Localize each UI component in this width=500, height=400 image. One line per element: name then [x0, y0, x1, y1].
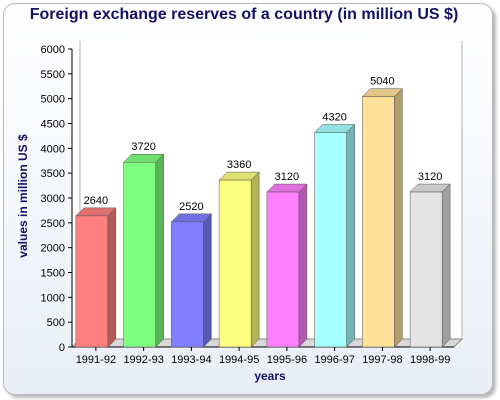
y-tick-label: 4000: [41, 143, 65, 155]
y-tick-label: 3500: [41, 168, 65, 180]
y-tick-label: 500: [47, 317, 65, 329]
x-tick-label: 1997-98: [362, 354, 402, 366]
x-axis-label: years: [254, 369, 286, 383]
y-tick-label: 6000: [41, 44, 65, 56]
bar-side: [155, 153, 164, 348]
y-tick-label: 3000: [41, 193, 65, 205]
bar-side: [441, 183, 451, 348]
chart-title: Foreign exchange reserves of a country (…: [29, 6, 459, 23]
bar: [123, 161, 156, 348]
bar-value-label: 4320: [322, 111, 346, 123]
y-tick-label: 2500: [41, 218, 65, 230]
x-tick-label: 1998-99: [410, 354, 450, 366]
y-tick-label: 5500: [41, 69, 65, 81]
bar-side: [298, 183, 308, 348]
bar: [409, 191, 443, 348]
y-tick-label: 5000: [41, 94, 65, 106]
bar-value-label: 2520: [179, 201, 203, 213]
x-tick-label: 1996-97: [314, 354, 354, 366]
bar: [218, 179, 252, 348]
x-tick-label: 1992-93: [123, 354, 163, 366]
bar-side: [250, 171, 260, 348]
bar-side: [107, 207, 117, 348]
y-tick-label: 0: [59, 342, 65, 354]
bar: [362, 96, 395, 348]
bar-side: [203, 213, 212, 348]
x-tick-label: 1994-95: [219, 354, 259, 366]
bar-value-label: 2640: [84, 195, 108, 207]
bar-value-label: 3720: [131, 141, 155, 153]
y-tick-label: 1500: [41, 268, 65, 280]
bar-value-label: 3360: [227, 159, 251, 171]
y-tick-label: 4500: [41, 119, 65, 131]
bar-side: [346, 123, 355, 348]
bar: [75, 215, 109, 348]
bar-side: [394, 88, 403, 348]
bar: [314, 132, 347, 348]
y-tick-label: 2000: [41, 243, 65, 255]
bar-value-label: 5040: [370, 76, 394, 88]
x-tick-label: 1993-94: [171, 354, 211, 366]
bar-value-label: 3120: [418, 171, 442, 183]
y-tick-label: 1000: [41, 292, 65, 304]
x-tick-label: 1991-92: [76, 354, 116, 366]
x-tick-label: 1995-96: [267, 354, 307, 366]
bar: [171, 221, 204, 348]
bar-value-label: 3120: [275, 171, 299, 183]
bar: [266, 191, 300, 348]
